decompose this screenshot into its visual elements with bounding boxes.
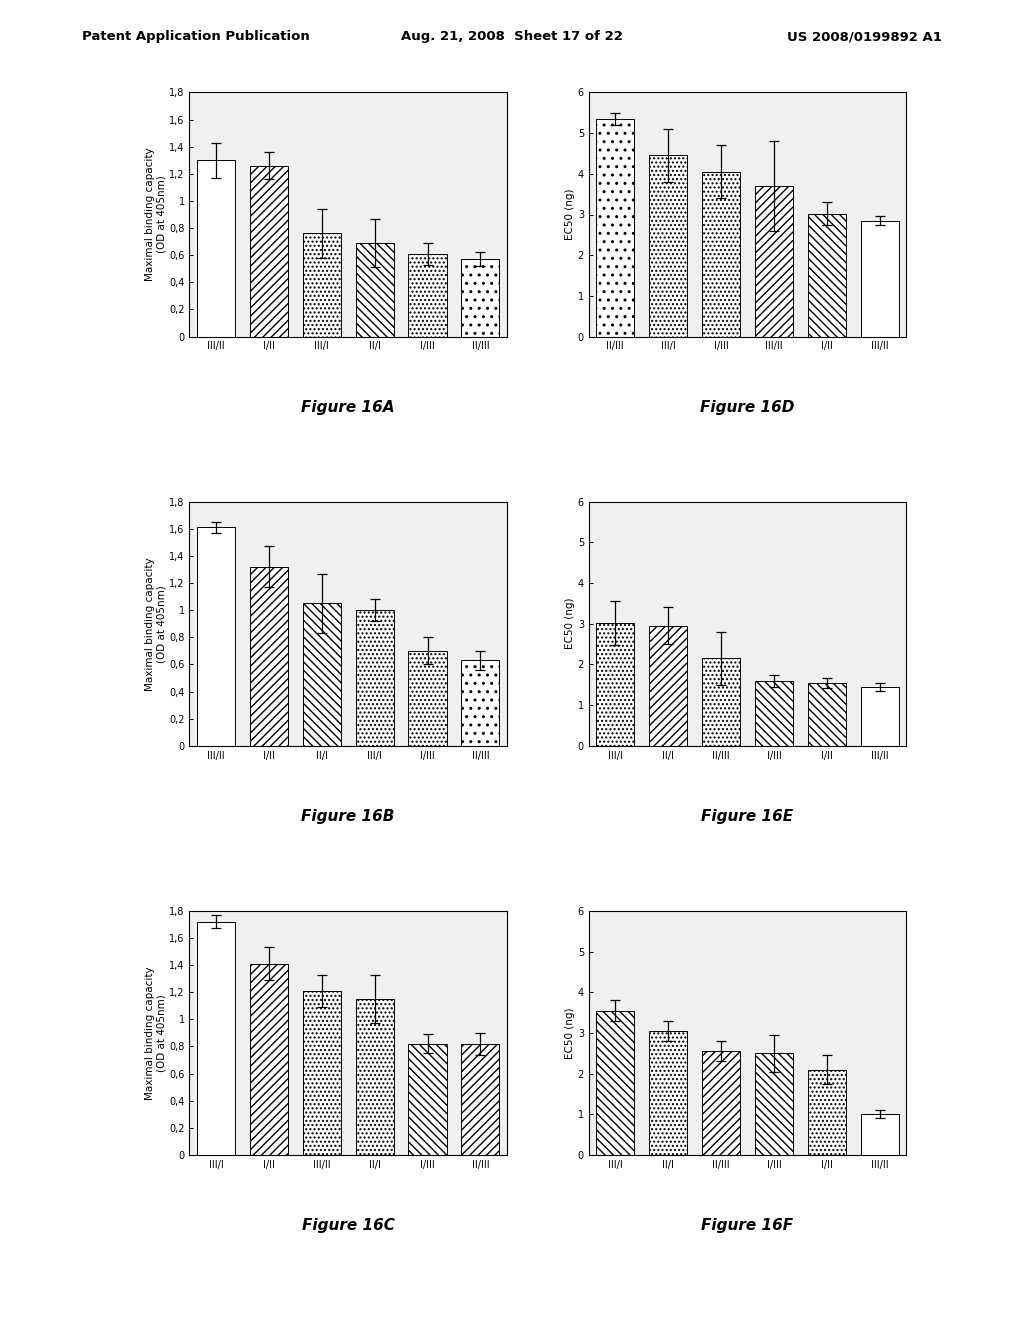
- Bar: [755, 1053, 793, 1155]
- Y-axis label: Maximal binding capacity
(OD at 405nm): Maximal binding capacity (OD at 405nm): [144, 557, 166, 690]
- Bar: [197, 528, 234, 746]
- Bar: [250, 964, 288, 1155]
- Bar: [808, 682, 846, 746]
- Y-axis label: EC50 (ng): EC50 (ng): [565, 1007, 574, 1059]
- Bar: [197, 921, 234, 1155]
- Bar: [409, 1044, 446, 1155]
- Text: Figure 16C: Figure 16C: [302, 1218, 394, 1233]
- Bar: [462, 1044, 500, 1155]
- Bar: [303, 603, 341, 746]
- Text: Aug. 21, 2008  Sheet 17 of 22: Aug. 21, 2008 Sheet 17 of 22: [401, 30, 623, 44]
- Bar: [702, 172, 740, 337]
- Bar: [197, 160, 234, 337]
- Bar: [808, 214, 846, 337]
- Text: Figure 16F: Figure 16F: [701, 1218, 794, 1233]
- Y-axis label: EC50 (ng): EC50 (ng): [565, 598, 574, 649]
- Y-axis label: Maximal binding capacity
(OD at 405nm): Maximal binding capacity (OD at 405nm): [144, 148, 166, 281]
- Text: Figure 16B: Figure 16B: [301, 809, 395, 824]
- Bar: [250, 566, 288, 746]
- Y-axis label: EC50 (ng): EC50 (ng): [565, 189, 574, 240]
- Bar: [755, 186, 793, 337]
- Text: US 2008/0199892 A1: US 2008/0199892 A1: [787, 30, 942, 44]
- Bar: [355, 243, 393, 337]
- Bar: [861, 686, 899, 746]
- Bar: [462, 259, 500, 337]
- Bar: [355, 999, 393, 1155]
- Bar: [861, 1114, 899, 1155]
- Bar: [808, 1069, 846, 1155]
- Bar: [303, 991, 341, 1155]
- Text: Patent Application Publication: Patent Application Publication: [82, 30, 309, 44]
- Bar: [355, 610, 393, 746]
- Bar: [702, 659, 740, 746]
- Text: Figure 16E: Figure 16E: [701, 809, 794, 824]
- Bar: [755, 681, 793, 746]
- Bar: [596, 1011, 634, 1155]
- Bar: [649, 626, 687, 746]
- Bar: [409, 651, 446, 746]
- Bar: [250, 166, 288, 337]
- Text: Figure 16A: Figure 16A: [301, 400, 395, 414]
- Bar: [861, 220, 899, 337]
- Bar: [409, 253, 446, 337]
- Bar: [462, 660, 500, 746]
- Bar: [303, 234, 341, 337]
- Bar: [649, 156, 687, 337]
- Bar: [702, 1051, 740, 1155]
- Bar: [596, 623, 634, 746]
- Y-axis label: Maximal binding capacity
(OD at 405nm): Maximal binding capacity (OD at 405nm): [144, 966, 166, 1100]
- Bar: [596, 119, 634, 337]
- Bar: [649, 1031, 687, 1155]
- Text: Figure 16D: Figure 16D: [700, 400, 795, 414]
